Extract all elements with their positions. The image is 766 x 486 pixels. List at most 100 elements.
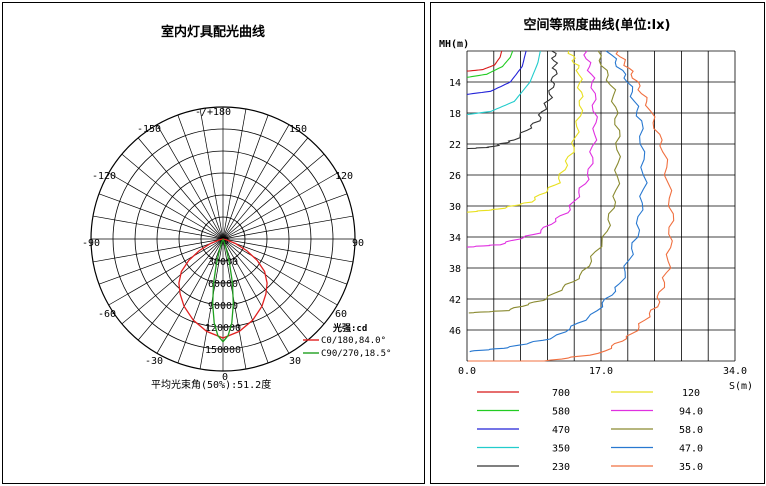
polar-chart-title: 室内灯具配光曲线	[161, 24, 265, 40]
polar-angle-label: -60	[98, 309, 116, 320]
polar-grid-spoke	[156, 238, 224, 354]
polar-grid-spoke	[98, 238, 224, 285]
polar-angle-label: -90	[82, 238, 100, 249]
polar-angle-label: 60	[335, 309, 347, 320]
isolux-legend: 700 580 470 350 230 120 94.0 58.0 47.0 35.0	[477, 388, 703, 473]
isolux-legend-label: 580	[552, 407, 570, 418]
polar-legend-label: C0/180,84.0°	[321, 336, 386, 346]
polar-grid-spoke	[92, 238, 224, 263]
isolux-series-curve	[466, 50, 503, 72]
isolux-series-curve	[466, 50, 598, 248]
polar-grid-spoke	[199, 108, 224, 240]
polar-radial-label: 120000	[205, 323, 241, 334]
polar-grid-spoke	[222, 238, 247, 370]
isolux-series-curve	[466, 50, 584, 213]
polar-angle-label: 90	[352, 238, 364, 249]
isolux-y-tick: 34	[449, 233, 461, 244]
polar-grid-spoke	[222, 172, 338, 240]
isolux-y-tick: 14	[449, 78, 461, 89]
isolux-series-curve	[466, 50, 541, 116]
polar-angle-label: -/+180	[195, 107, 231, 118]
polar-grid-spoke	[156, 124, 224, 240]
polar-grid	[90, 106, 356, 372]
polar-angle-label: 30	[289, 356, 301, 367]
polar-chart: 室内灯具配光曲线 -/+180-150 150-120 120-90 90-60 60-…	[82, 24, 391, 391]
polar-grid-spoke	[222, 238, 309, 341]
isolux-y-tick: 30	[449, 202, 461, 213]
polar-grid-spoke	[121, 153, 224, 240]
polar-series	[178, 238, 268, 343]
isolux-legend-label: 700	[552, 388, 570, 399]
isolux-legend-label: 47.0	[679, 444, 703, 455]
isolux-series-curve	[468, 50, 675, 362]
polar-grid-spoke	[108, 238, 224, 306]
isolux-legend-label: 120	[682, 388, 700, 399]
polar-grid-spoke	[222, 238, 269, 364]
polar-grid-spoke	[222, 193, 348, 240]
polar-angle-label: -120	[92, 171, 116, 182]
isolux-x-axis-label: S(m)	[729, 381, 753, 392]
isolux-legend-label: 350	[552, 444, 570, 455]
polar-grid-spoke	[222, 108, 247, 240]
isolux-series	[466, 50, 675, 362]
polar-grid-spoke	[222, 238, 348, 285]
isolux-legend-label: 230	[552, 462, 570, 473]
polar-grid-spoke	[222, 153, 325, 240]
polar-grid-spoke	[121, 238, 224, 325]
polar-radial-label: 60000	[208, 279, 238, 290]
polar-grid-spoke	[222, 215, 354, 240]
isolux-legend-label: 35.0	[679, 462, 703, 473]
polar-legend-title: 光强:cd	[332, 322, 367, 334]
isolux-series-curve	[466, 50, 559, 150]
isolux-y-tick: 42	[449, 295, 461, 306]
isolux-legend-label: 470	[552, 425, 570, 436]
isolux-y-tick: 46	[449, 326, 461, 337]
polar-grid-spoke	[177, 114, 224, 240]
isolux-series-curve	[469, 50, 648, 353]
isolux-x-tick: 34.0	[723, 366, 747, 377]
beam-angle-footer: 平均光束角(50%):51.2度	[151, 378, 271, 391]
polar-grid-spoke	[137, 137, 224, 240]
isolux-x-ticks: 0.0 17.0 34.0	[458, 366, 747, 377]
polar-angle-label: 120	[335, 171, 353, 182]
polar-grid-spoke	[199, 238, 224, 370]
polar-grid-spoke	[92, 215, 224, 240]
isolux-grid	[466, 50, 736, 362]
isolux-legend-label: 94.0	[679, 407, 703, 418]
isolux-chart: 空间等照度曲线(单位:lx) MH(m) S(m) 0.0 17.0 34.0 14…	[439, 17, 753, 473]
polar-grid-spoke	[222, 238, 338, 306]
polar-grid-spoke	[177, 238, 224, 364]
polar-legend-label: C90/270,18.5°	[321, 349, 391, 359]
isolux-series-curve	[466, 50, 514, 78]
polar-angle-labels: -/+180 -150 150 -120 120 -90 90 -60 60 -30 30 0	[82, 107, 364, 383]
polar-grid-spoke	[222, 238, 354, 263]
isolux-legend-label: 58.0	[679, 425, 703, 436]
polar-grid-spoke	[222, 124, 290, 240]
isolux-chart-title: 空间等照度曲线(单位:lx)	[524, 17, 671, 33]
polar-angle-label: 150	[289, 124, 307, 135]
isolux-y-tick: 18	[449, 109, 461, 120]
polar-grid-spoke	[222, 114, 269, 240]
polar-series-curve	[212, 238, 234, 343]
isolux-x-tick: 17.0	[589, 366, 613, 377]
polar-radial-label: 0	[223, 236, 229, 247]
polar-radial-label: 150000	[205, 345, 241, 356]
isolux-series-curve	[468, 50, 621, 314]
polar-radial-label: 90000	[208, 301, 238, 312]
polar-chart-panel: 室内灯具配光曲线 -/+180 -150 150 -120 120 -90 90 -60 60-…	[2, 2, 425, 484]
polar-grid-spoke	[222, 238, 290, 354]
polar-angle-label: -30	[145, 356, 163, 367]
isolux-y-axis-label: MH(m)	[439, 39, 469, 50]
isolux-y-tick: 22	[449, 140, 461, 151]
isolux-x-tick: 0.0	[458, 366, 476, 377]
isolux-chart-panel: 空间等照度曲线(单位:lx) MH(m) S(m) 0.0 17.0 34.0 14…	[430, 2, 765, 484]
polar-grid-spoke	[137, 238, 224, 341]
polar-grid-spoke	[222, 137, 309, 240]
polar-grid-spoke	[108, 172, 224, 240]
polar-legend: C0/180,84.0° C90/270,18.5°	[303, 336, 391, 359]
polar-angle-label: 0	[222, 372, 228, 383]
polar-grid-spoke	[222, 238, 325, 325]
polar-angle-label: -150	[137, 124, 161, 135]
isolux-y-tick: 38	[449, 264, 461, 275]
polar-grid-spoke	[98, 193, 224, 240]
